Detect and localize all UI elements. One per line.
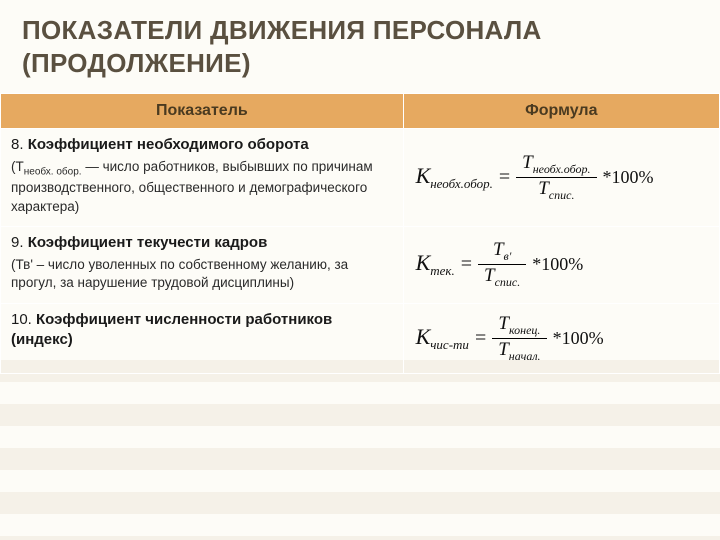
table-row: 10. Коэффициент численности работников (… (1, 303, 720, 373)
indicator-note: (Тв' – число уволенных по собственному ж… (11, 256, 393, 292)
indicator-title: 10. Коэффициент численности работников (… (11, 310, 393, 351)
background-stripes (0, 360, 720, 540)
col-header-indicator: Показатель (1, 94, 404, 129)
formula: Кнеобх.обор. = Тнеобх.обор. Тспис. *100% (416, 153, 654, 202)
table-row: 9. Коэффициент текучести кадров (Тв' – ч… (1, 226, 720, 303)
formula-cell: Кчис-ти = Тконец. Тначал. *100% (403, 303, 719, 373)
indicator-title: 8. Коэффициент необходимого оборота (11, 135, 393, 155)
page-title: ПОКАЗАТЕЛИ ДВИЖЕНИЯ ПЕРСОНАЛА (ПРОДОЛЖЕН… (0, 0, 720, 93)
indicator-cell: 9. Коэффициент текучести кадров (Тв' – ч… (1, 226, 404, 303)
indicators-table: Показатель Формула 8. Коэффициент необхо… (0, 93, 720, 374)
col-header-formula: Формула (403, 94, 719, 129)
indicator-cell: 10. Коэффициент численности работников (… (1, 303, 404, 373)
formula-cell: Ктек. = Тв' Тспис. *100% (403, 226, 719, 303)
formula: Кчис-ти = Тконец. Тначал. *100% (416, 314, 604, 363)
indicator-title: 9. Коэффициент текучести кадров (11, 233, 393, 253)
indicator-note: (Тнеобх. обор. — число работников, выбыв… (11, 158, 393, 216)
formula-cell: Кнеобх.обор. = Тнеобх.обор. Тспис. *100% (403, 129, 719, 227)
formula: Ктек. = Тв' Тспис. *100% (416, 240, 584, 289)
table-row: 8. Коэффициент необходимого оборота (Тне… (1, 129, 720, 227)
indicator-cell: 8. Коэффициент необходимого оборота (Тне… (1, 129, 404, 227)
